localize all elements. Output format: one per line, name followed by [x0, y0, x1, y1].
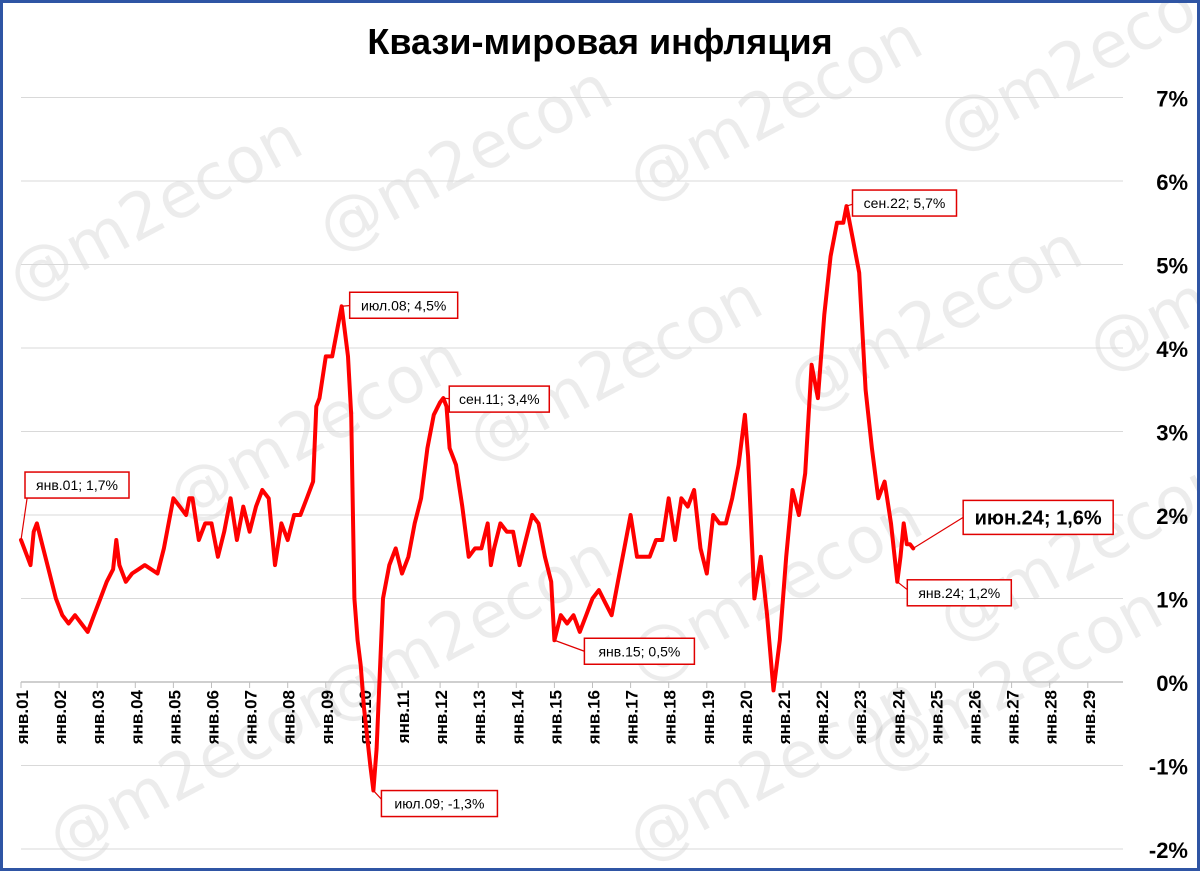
y-tick-label: 7%: [1156, 87, 1188, 112]
annotation-callout: янв.15; 0,5%: [554, 637, 696, 665]
annotation-callout: сен.11; 3,4%: [443, 385, 551, 413]
callout-box: [962, 499, 1114, 536]
x-tick-label: янв.24: [889, 689, 908, 745]
chart-title: Квази-мировая инфляция: [367, 21, 833, 62]
y-tick-label: -2%: [1149, 838, 1188, 863]
watermark-text: @m2econ: [36, 661, 354, 868]
annotation-callout: июл.08; 4,5%: [341, 291, 459, 319]
callout-label: янв.15; 0,5%: [598, 643, 680, 659]
annotation-callout: сен.22; 5,7%: [846, 189, 958, 217]
x-tick-label: янв.22: [813, 690, 832, 745]
x-tick-label: янв.20: [737, 690, 756, 745]
callout-label: июл.09; -1,3%: [394, 796, 484, 812]
x-tick-label: янв.08: [280, 690, 299, 745]
callout-label: янв.01; 1,7%: [36, 477, 118, 493]
annotation-callout: янв.01; 1,7%: [20, 471, 130, 541]
x-tick-label: янв.03: [89, 690, 108, 745]
watermark-text: @m2econ: [3, 101, 314, 317]
annotation-callout: июн.24; 1,6%: [912, 499, 1114, 549]
callout-box: [380, 789, 499, 818]
x-tick-label: янв.05: [165, 690, 184, 745]
callout-label: янв.24; 1,2%: [918, 585, 1000, 601]
y-tick-label: 6%: [1156, 170, 1188, 195]
callout-leader: [554, 639, 585, 652]
x-tick-label: янв.18: [661, 690, 680, 745]
x-tick-label: янв.02: [51, 690, 70, 745]
callout-box: [448, 385, 551, 413]
callout-box: [24, 471, 130, 499]
gridlines: [21, 97, 1123, 850]
x-tick-label: янв.07: [242, 690, 261, 745]
x-tick-label: янв.12: [432, 690, 451, 745]
x-tick-label: янв.09: [318, 690, 337, 745]
x-tick-label: янв.14: [508, 689, 527, 745]
callout-box: [583, 637, 696, 665]
y-axis-ticks: -2% -1% 0% 1% 2% 3% 4% 5% 6% 7%: [1149, 87, 1188, 864]
callout-label: сен.11; 3,4%: [459, 391, 540, 407]
y-tick-label: 5%: [1156, 254, 1188, 279]
x-tick-label: янв.01: [13, 690, 32, 745]
series-layer: [19, 204, 916, 793]
y-tick-label: 3%: [1156, 421, 1188, 446]
x-tick-label: янв.19: [699, 690, 718, 745]
callout-label: сен.22; 5,7%: [864, 195, 946, 211]
x-tick-label: янв.29: [1080, 690, 1099, 745]
callout-leader: [912, 516, 964, 549]
y-tick-label: -1%: [1149, 755, 1188, 780]
x-tick-label: янв.13: [470, 690, 489, 745]
x-tick-label: янв.11: [394, 690, 413, 744]
x-tick-label: янв.04: [127, 689, 146, 745]
watermark-text: @m2econ: [616, 3, 934, 217]
x-tick-label: янв.26: [966, 690, 985, 745]
x-tick-label: янв.17: [623, 690, 642, 745]
x-tick-label: янв.25: [927, 690, 946, 745]
callout-box: [348, 291, 459, 319]
x-axis-ticks: янв.01 янв.02 янв.03 янв.04 янв.05 янв.06 янв.…: [13, 682, 1099, 745]
watermark-text: @m2econ: [926, 3, 1197, 167]
x-tick-label: янв.21: [775, 690, 794, 745]
callout-box: [851, 189, 958, 217]
line-chart: @m2econ@m2econ@m2econ@m2econ@m2econ@m2ec…: [3, 3, 1197, 868]
x-tick-label: янв.16: [585, 690, 604, 745]
y-tick-label: 0%: [1156, 671, 1188, 696]
annotation-callout: июл.09; -1,3%: [372, 789, 499, 818]
y-tick-label: 2%: [1156, 504, 1188, 529]
callout-label: июл.08; 4,5%: [361, 297, 446, 313]
y-tick-label: 4%: [1156, 337, 1188, 362]
watermark-text: @m2econ: [306, 51, 624, 267]
annotation-layer: янв.01; 1,7% июл.08; 4,5% июл.09; -1,3% сен…: [20, 189, 1114, 818]
annotation-callout: янв.24; 1,2%: [896, 579, 1013, 607]
x-tick-label: янв.27: [1004, 690, 1023, 745]
x-tick-label: янв.28: [1042, 690, 1061, 745]
callout-box: [906, 579, 1013, 607]
x-tick-label: янв.23: [851, 690, 870, 745]
series-line: [19, 204, 916, 793]
x-tick-label: янв.15: [546, 690, 565, 745]
x-tick-label: янв.06: [204, 690, 223, 745]
watermark-text: @m2econ: [456, 261, 774, 477]
callout-label: июн.24; 1,6%: [975, 508, 1102, 530]
y-tick-label: 1%: [1156, 588, 1188, 613]
